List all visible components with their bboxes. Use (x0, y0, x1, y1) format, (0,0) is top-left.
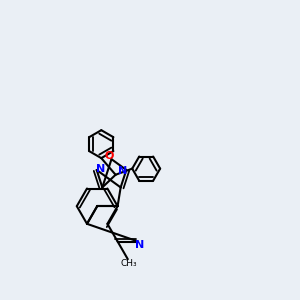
Text: CH₃: CH₃ (121, 259, 138, 268)
Text: N: N (118, 166, 128, 176)
Text: N: N (96, 164, 105, 174)
Text: O: O (104, 151, 114, 161)
Text: N: N (135, 240, 144, 250)
